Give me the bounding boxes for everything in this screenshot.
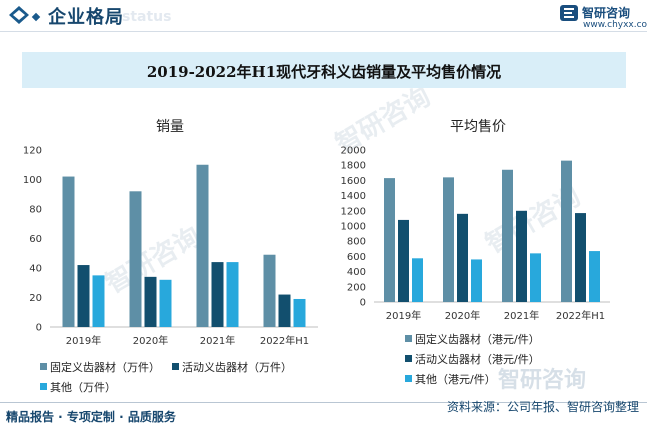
main-title: 2019-2022年H1现代牙科义齿销量及平均售价情况 (146, 63, 502, 81)
legend-item: 活动义齿器材（港元/件） (405, 353, 540, 367)
chart-title-band: 2019-2022年H1现代牙科义齿销量及平均售价情况 (22, 52, 626, 88)
x-tick-label: 2020年 (445, 309, 480, 322)
bar (211, 262, 224, 327)
legend-swatch (405, 355, 412, 362)
bar (384, 178, 395, 302)
footer-slogan: 精品报告 · 专项定制 · 品质服务 (6, 410, 176, 424)
footer-divider (0, 402, 647, 403)
legend-label: 其他（万件） (50, 381, 116, 394)
bar (263, 254, 276, 327)
legend-swatch (405, 375, 412, 382)
chart-title: 平均售价 (450, 119, 506, 135)
bar (62, 176, 75, 327)
y-tick-label: 1400 (341, 191, 366, 202)
x-tick-label: 2021年 (504, 309, 539, 322)
y-tick-label: 800 (347, 237, 366, 248)
legend-label: 其他（港元/件） (415, 373, 496, 386)
bar (457, 213, 468, 302)
x-tick-label: 2020年 (133, 334, 168, 347)
x-tick-label: 2019年 (66, 334, 101, 347)
y-tick-label: 0 (36, 323, 42, 334)
legend-swatch (40, 363, 47, 370)
y-tick-label: 0 (360, 298, 366, 309)
bar (561, 160, 572, 302)
bar (530, 253, 541, 302)
legend-item: 固定义齿器材（万件） (40, 361, 160, 375)
header-divider (0, 31, 647, 32)
y-tick-label: 1600 (341, 176, 366, 187)
bar (589, 251, 600, 302)
bar (92, 275, 105, 327)
y-tick-label: 600 (347, 252, 366, 263)
y-tick-label: 20 (29, 293, 42, 304)
legend-swatch (405, 335, 412, 342)
y-tick-label: 400 (347, 267, 366, 278)
y-tick-label: 2000 (341, 146, 366, 157)
bar (516, 210, 527, 302)
page-header: status 企业格局 智研咨询 www.chyxx.com (0, 0, 647, 30)
legend-swatch (40, 383, 47, 390)
y-tick-label: 40 (29, 264, 42, 275)
bar (575, 213, 586, 302)
legend-label: 活动义齿器材（港元/件） (415, 353, 540, 366)
brand-name: 智研咨询 (582, 6, 631, 20)
legend-label: 活动义齿器材（万件） (182, 361, 292, 374)
legend-item: 活动义齿器材（万件） (172, 361, 292, 375)
y-tick-label: 120 (23, 146, 42, 157)
header-ghost-text: status (122, 9, 172, 25)
legend-item: 其他（港元/件） (405, 373, 496, 387)
y-tick-label: 1200 (341, 206, 366, 217)
bar (159, 279, 172, 327)
bar (293, 298, 306, 327)
header-diamond-icon (9, 6, 29, 24)
legend-item: 其他（万件） (40, 381, 116, 395)
chart-title: 销量 (156, 119, 184, 135)
legend-label: 固定义齿器材（万件） (50, 361, 160, 374)
brand-url: www.chyxx.com (583, 20, 647, 30)
legend-label: 固定义齿器材（港元/件） (415, 333, 540, 346)
y-tick-label: 60 (29, 234, 42, 245)
bar (443, 177, 454, 302)
bar (471, 259, 482, 302)
y-tick-label: 200 (347, 282, 366, 293)
x-tick-label: 2022年H1 (260, 334, 309, 347)
y-tick-label: 80 (29, 205, 42, 216)
y-tick-label: 100 (23, 175, 42, 186)
legend-item: 固定义齿器材（港元/件） (405, 333, 540, 347)
y-tick-label: 1000 (341, 222, 366, 233)
bar (144, 276, 157, 327)
bar (412, 258, 423, 302)
y-tick-label: 1800 (341, 161, 366, 172)
bar (226, 262, 239, 327)
bar (398, 219, 409, 302)
x-tick-label: 2022年H1 (556, 309, 605, 322)
brand-logo-icon (560, 5, 578, 21)
legend-swatch (172, 363, 179, 370)
bar (278, 294, 291, 327)
section-title: 企业格局 (48, 7, 124, 28)
footer-source: 资料来源：公司年报、智研咨询整理 (446, 400, 639, 414)
x-tick-label: 2019年 (386, 309, 421, 322)
x-tick-label: 2021年 (200, 334, 235, 347)
bar (77, 265, 90, 327)
bar (196, 164, 209, 327)
bar (129, 191, 142, 327)
bar (502, 169, 513, 302)
